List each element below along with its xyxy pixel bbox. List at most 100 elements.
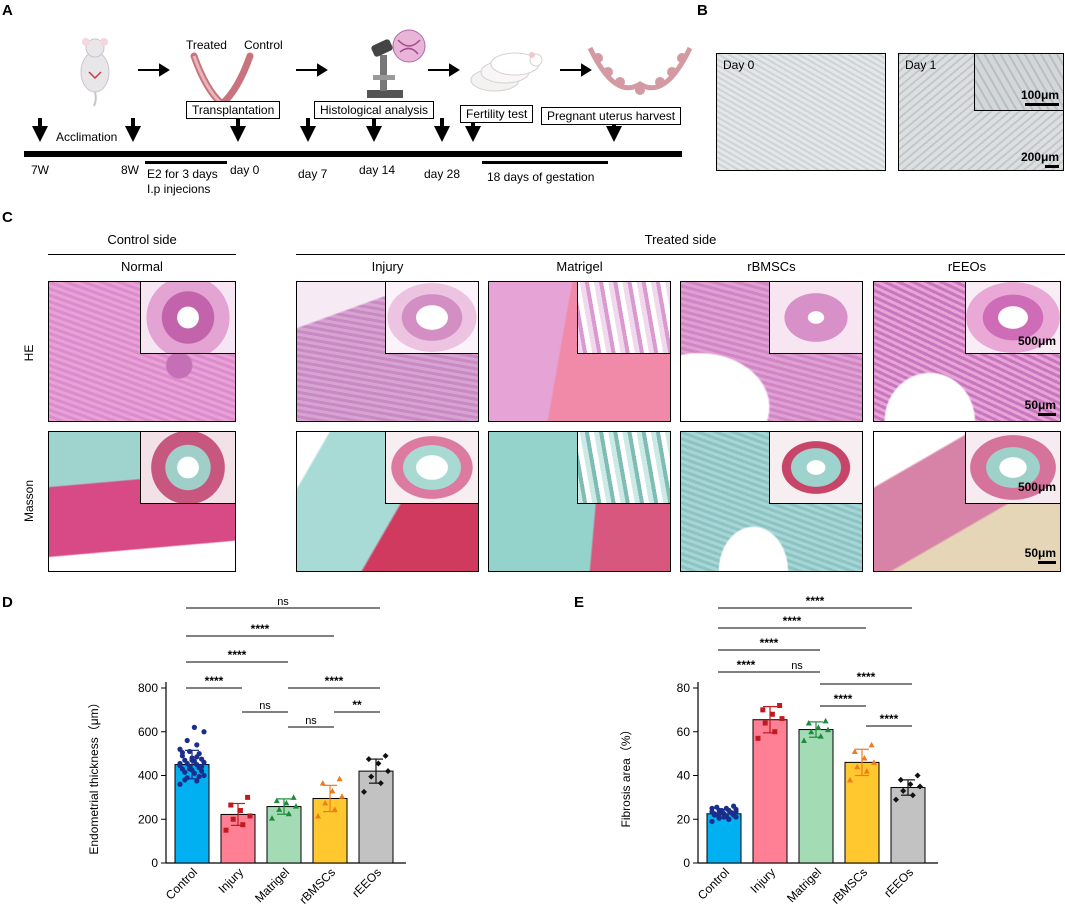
masson-normal-inset <box>140 432 235 504</box>
scale-main-he: 50μm <box>1025 398 1056 416</box>
chart-e-point <box>825 726 831 733</box>
chart-d-point <box>385 768 391 775</box>
chart-e-xtick-label: rBMSCs <box>829 865 870 906</box>
chart-e-ytick-label: 0 <box>683 856 690 870</box>
chart-d-point <box>191 724 197 730</box>
chart-d-point <box>194 778 200 784</box>
masson-injury-inset <box>385 432 478 504</box>
chart-e-point <box>779 716 785 722</box>
chart-e-xtick-label: Control <box>695 865 732 902</box>
chart-e-bar-reeos <box>890 787 926 864</box>
scale-main-b-text: 200μm <box>1020 150 1059 164</box>
chart-d-point <box>365 756 372 763</box>
chart-d-bar-matrigel <box>266 806 302 864</box>
chart-d-point <box>322 799 329 806</box>
chart-d-point <box>177 781 183 787</box>
tick-day7: day 7 <box>298 167 328 181</box>
scale-inset-b-text: 100μm <box>1020 88 1059 102</box>
he-rbmscs-inset <box>769 282 862 354</box>
chart-d-sig-label: **** <box>228 648 247 662</box>
e2-line1: E2 for 3 days <box>147 167 218 181</box>
col-matrigel: Matrigel <box>556 259 603 274</box>
col-normal: Normal <box>121 259 163 274</box>
chart-e-ytick-label: 80 <box>677 681 691 695</box>
chart-d-sig-label: ns <box>259 700 271 712</box>
panel-a-label: A <box>2 2 13 19</box>
treated-label: Treated <box>186 38 227 52</box>
acclimation-label: Acclimation <box>56 130 118 144</box>
panel-b-label: B <box>697 2 708 19</box>
treated-side-title: Treated side <box>644 232 717 247</box>
masson-rbmscs-inset <box>769 432 862 504</box>
masson-rbmscs-image <box>680 431 863 572</box>
uterus-icon <box>190 52 254 109</box>
chart-d-point <box>382 752 389 759</box>
he-normal-inset <box>140 282 235 354</box>
chart-e-point <box>808 728 815 735</box>
masson-matrigel-inset <box>577 432 670 504</box>
tick-day0: day 0 <box>230 163 260 177</box>
chart-d-ytick-label: 800 <box>138 681 158 695</box>
chart-e-point <box>900 787 907 794</box>
chart-e-sig-label: **** <box>834 692 853 706</box>
chart-d-xtick-label: Control <box>163 865 200 902</box>
scale-main-masson: 50μm <box>1025 546 1056 564</box>
chart-d-sig-label: ns <box>305 715 317 727</box>
gestation-label: 18 days of gestation <box>487 170 595 184</box>
panel-d-label: D <box>2 594 13 611</box>
chart-d-point <box>228 802 234 808</box>
chart-d-point <box>199 756 205 762</box>
chart-e-bar-matrigel <box>798 729 834 864</box>
chart-d-xtick-label: rEEOs <box>349 865 384 900</box>
col-injury: Injury <box>371 259 404 274</box>
he-normal-image <box>48 281 236 422</box>
chart-e: Fibrosis area（%） 0 20 40 60 80 Control Injury Ma… <box>619 594 938 907</box>
chart-d-point <box>375 760 382 767</box>
chart-d-point <box>179 749 185 756</box>
chart-e-point <box>847 776 853 783</box>
chart-e-xtick-label: Matrigel <box>784 865 824 905</box>
rats-icon <box>470 52 543 92</box>
timeline-bar <box>24 151 682 157</box>
gestation-bar <box>482 161 608 164</box>
chart-e-point <box>716 811 722 817</box>
chart-d-point <box>331 806 338 812</box>
timeline-arrows <box>138 63 592 77</box>
chart-d-point <box>177 760 183 767</box>
e2-line2: I.p injecions <box>147 182 211 196</box>
chart-d-point <box>182 777 188 783</box>
tick-8w: 8W <box>121 163 139 177</box>
day0-label: Day 0 <box>723 58 755 72</box>
chart-d-sig-label: **** <box>205 674 224 688</box>
chart-e-point <box>805 720 812 726</box>
tick-7w: 7W <box>31 163 49 177</box>
chart-e-point <box>723 805 729 811</box>
chart-e-point <box>769 711 775 717</box>
chart-e-point <box>897 776 904 783</box>
day0-image: Day 0 <box>716 53 886 171</box>
timeline-graphics <box>24 29 693 164</box>
chart-e-xtick-label: rEEOs <box>881 865 916 900</box>
col-reeos: rEEOs <box>947 259 987 274</box>
scale-inset-masson: 500μm <box>1018 480 1056 494</box>
chart-d-point <box>182 757 188 763</box>
harvest-box: Pregnant uterus harvest <box>541 107 682 125</box>
chart-e-sig-label: ns <box>791 660 803 672</box>
chart-e-point <box>917 783 923 790</box>
chart-e-point <box>914 772 921 779</box>
chart-d-point <box>187 766 193 772</box>
chart-e-point <box>893 796 899 803</box>
he-reeos-inset <box>965 282 1060 354</box>
chart-d-xtick-label: Injury <box>215 865 246 896</box>
chart-e-sig-label: **** <box>783 614 802 628</box>
chart-e-ytick-label: 40 <box>677 769 691 783</box>
chart-e-point <box>709 818 715 825</box>
fertility-box: Fertility test <box>460 105 534 123</box>
chart-e-point <box>868 741 875 748</box>
chart-e-sig-label: **** <box>806 594 825 608</box>
day1-inset <box>974 54 1063 111</box>
chart-d-point <box>230 816 236 822</box>
chart-d-ytick-label: 200 <box>138 812 158 826</box>
pregnant-uterus-icon <box>587 46 693 95</box>
chart-d-point <box>187 748 193 755</box>
